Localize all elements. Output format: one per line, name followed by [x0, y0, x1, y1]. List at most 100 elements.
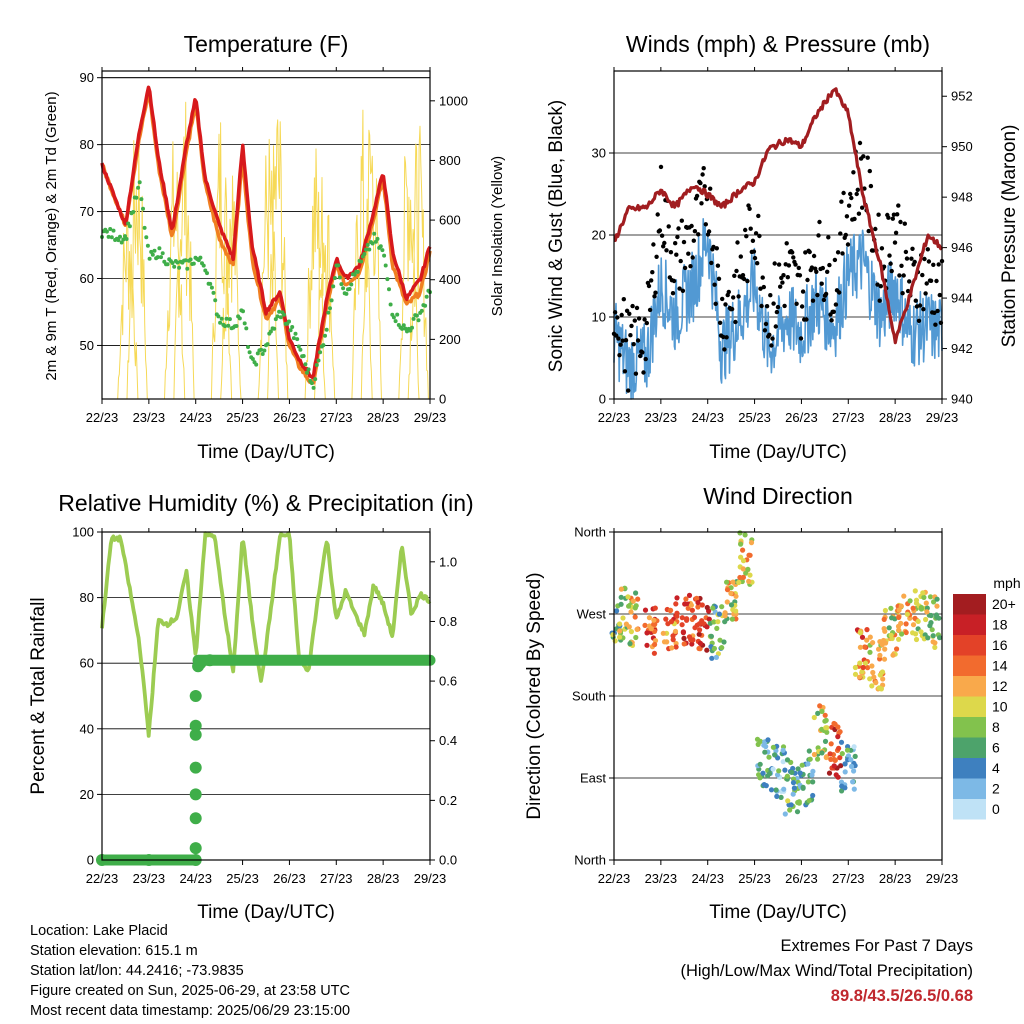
temperature-title: Temperature (F): [184, 31, 349, 57]
direction-point: [762, 749, 768, 755]
gust-point: [694, 193, 700, 199]
gust-point: [676, 226, 681, 231]
dewpoint-point: [316, 358, 321, 363]
direction-point: [837, 755, 843, 761]
gust-point: [724, 335, 729, 340]
dewpoint-point: [326, 310, 331, 315]
direction-point: [610, 632, 616, 638]
colorbar-label: 0: [992, 801, 1000, 817]
gust-point: [803, 250, 808, 255]
gust-point: [740, 273, 746, 278]
dewpoint-point: [296, 344, 301, 349]
direction-point: [737, 574, 743, 581]
gust-point: [640, 350, 645, 355]
direction-point: [859, 634, 866, 640]
dewpoint-point: [293, 331, 298, 336]
gust-point: [774, 309, 780, 315]
dewpoint-point: [250, 357, 255, 361]
direction-point: [778, 794, 784, 801]
direction-point: [838, 739, 845, 745]
direction-point: [642, 607, 649, 613]
direction-point: [670, 633, 676, 639]
direction-point: [910, 630, 916, 636]
dewpoint-point: [172, 264, 177, 269]
direction-point: [626, 624, 632, 630]
dewpoint-point: [365, 242, 370, 247]
gust-point: [757, 233, 762, 239]
gust-point: [825, 269, 830, 274]
dewpoint-point: [382, 253, 387, 258]
direction-point: [888, 605, 894, 611]
gust-point: [817, 219, 822, 225]
direction-point: [713, 654, 720, 661]
y2-tick-label: 942: [951, 341, 973, 356]
dewpoint-point: [160, 251, 165, 256]
gust-point: [937, 292, 942, 298]
colorbar-swatch: [953, 614, 986, 635]
direction-point: [794, 809, 801, 815]
direction-point: [737, 530, 743, 536]
direction-point: [823, 725, 829, 731]
x-tick-label: 26/23: [785, 871, 818, 886]
gust-point: [664, 248, 669, 253]
gust-point: [815, 292, 820, 298]
gust-point: [810, 298, 816, 303]
direction-point: [899, 631, 905, 637]
direction-point: [910, 605, 916, 611]
direction-point: [688, 602, 695, 608]
gust-point: [875, 282, 880, 287]
direction-point: [895, 623, 902, 630]
direction-point: [880, 676, 886, 682]
dewpoint-point: [224, 316, 229, 321]
direction-point: [710, 605, 716, 611]
direction-point: [618, 594, 624, 600]
direction-point: [924, 609, 930, 615]
dewpoint-point: [410, 325, 414, 330]
humidity-frame: [101, 531, 431, 861]
dewpoint-point: [170, 261, 175, 265]
direction-point: [852, 664, 859, 671]
x-tick-label: 26/23: [273, 410, 306, 425]
gust-point: [840, 251, 845, 256]
direction-point: [925, 635, 931, 641]
direction-point: [695, 600, 701, 606]
dewpoint-point: [141, 206, 145, 211]
direction-point: [823, 754, 830, 760]
direction-plot: North East South West North 22/23 23/23 24/23 25…: [572, 525, 958, 887]
direction-point: [742, 532, 748, 538]
gust-point: [866, 228, 871, 234]
x-tick-label: 25/23: [226, 410, 259, 425]
dewpoint-point: [226, 323, 231, 328]
gust-point: [857, 140, 863, 146]
gust-point: [636, 316, 642, 321]
y2-tick-label: 0.0: [439, 853, 457, 868]
x-tick-label: 27/23: [832, 871, 865, 886]
extremes-values: 89.8/43.5/26.5/0.68: [830, 987, 973, 1005]
gust-point: [771, 301, 776, 306]
direction-point: [755, 741, 761, 748]
y-tick-label: 40: [80, 721, 94, 736]
direction-point: [711, 619, 717, 625]
gust-point: [910, 246, 915, 251]
direction-point: [786, 802, 792, 808]
direction-point: [743, 570, 749, 576]
direction-point: [669, 645, 675, 651]
extremes-subtitle: (High/Low/Max Wind/Total Precipitation): [680, 962, 973, 980]
direction-point: [635, 596, 641, 602]
direction-point: [835, 734, 841, 740]
gust-point: [794, 301, 799, 306]
gust-point: [804, 317, 809, 322]
direction-point: [627, 641, 633, 647]
direction-point: [882, 628, 888, 634]
gust-point: [770, 336, 775, 341]
gust-point: [688, 264, 693, 269]
direction-point: [719, 604, 725, 610]
gust-point: [712, 282, 717, 287]
gust-point: [782, 303, 787, 309]
direction-point: [910, 622, 917, 628]
colorbar-label: 2: [992, 781, 1000, 797]
direction-point: [618, 586, 625, 592]
y2-tick-label: 200: [439, 332, 461, 347]
direction-point: [719, 645, 725, 651]
gust-point: [928, 278, 934, 283]
